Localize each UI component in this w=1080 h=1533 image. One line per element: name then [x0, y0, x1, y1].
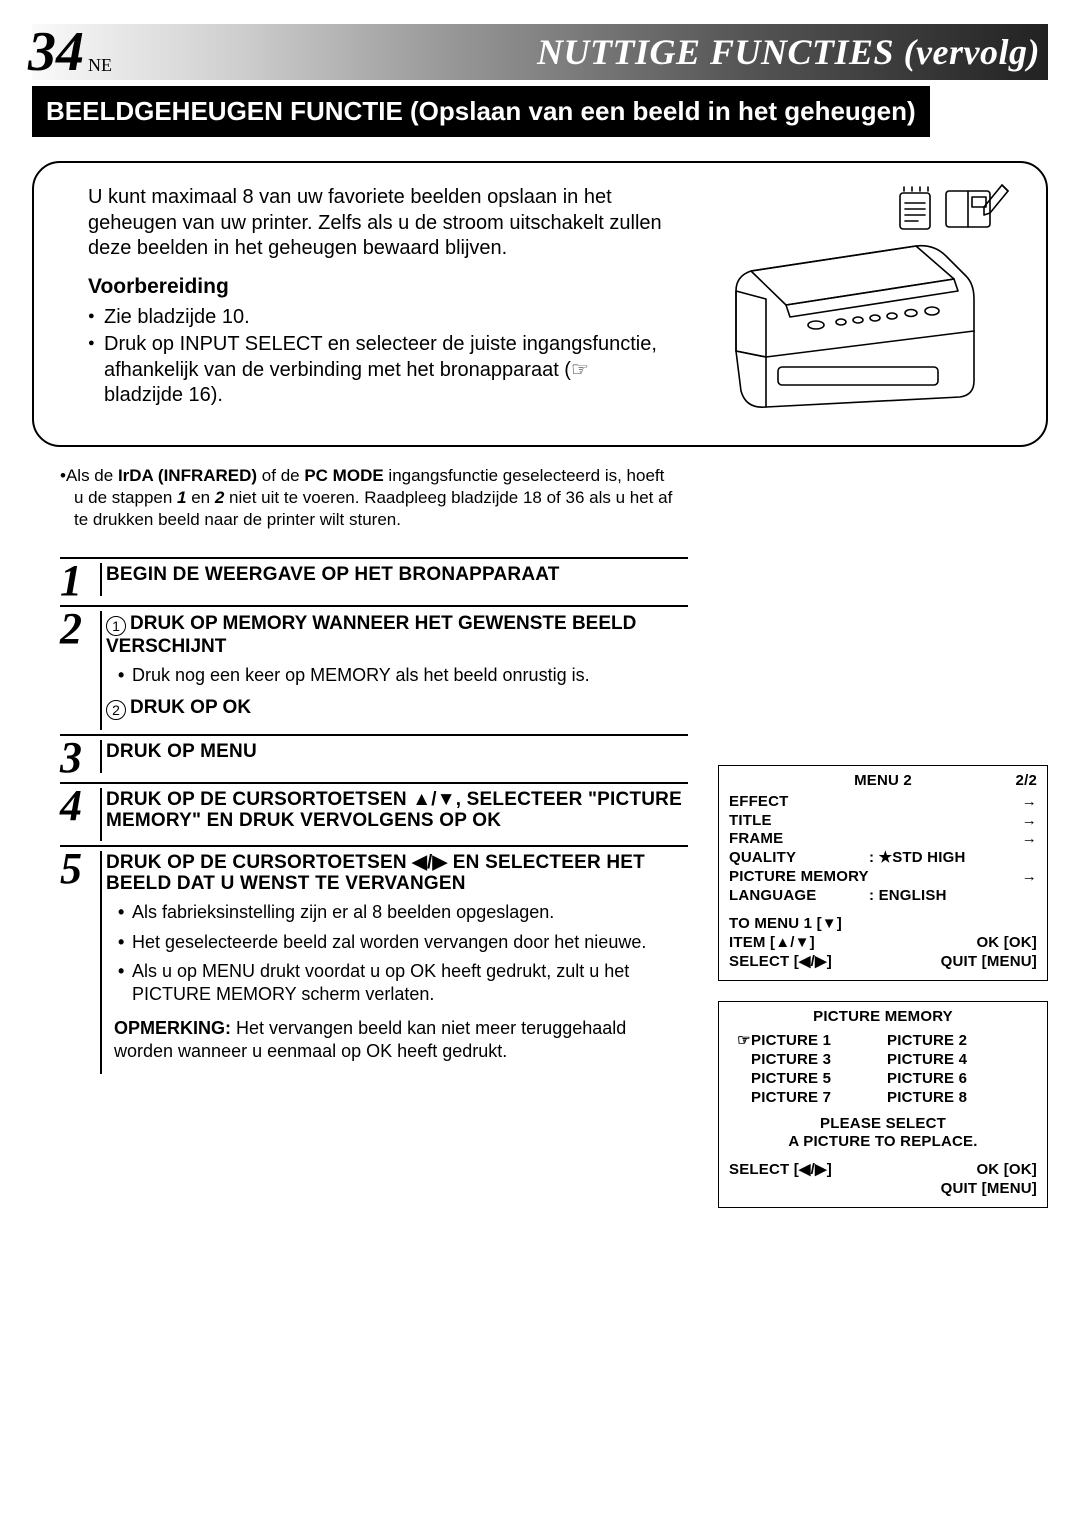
osd-value	[869, 868, 1017, 887]
step-sub-text: DRUK OP OK	[130, 697, 251, 718]
intro-list-item: Druk op INPUT SELECT en selecteer de jui…	[88, 332, 666, 409]
osd-title: PICTURE MEMORY	[729, 1008, 1037, 1027]
osd-page: 2/2	[1016, 772, 1037, 791]
arrow-icon	[1017, 849, 1037, 868]
osd-footer-text: ITEM [▲/▼]	[729, 934, 842, 953]
intro-paragraph: U kunt maximaal 8 van uw favoriete beeld…	[88, 185, 666, 262]
step-number: 2	[60, 609, 104, 649]
note-step-ref: 1	[177, 488, 186, 507]
body-side: MENU 2 2/2 EFFECT → TITLE → FRAME → QUALITY…	[718, 465, 1048, 1228]
picmem-item: PICTURE 3	[751, 1051, 831, 1068]
note-text: of de	[257, 466, 304, 485]
picmem-item: PICTURE 6	[887, 1070, 1037, 1089]
intro-text: U kunt maximaal 8 van uw favoriete beeld…	[88, 185, 666, 411]
osd-label: EFFECT	[729, 793, 869, 812]
step-sub: 1DRUK OP MEMORY WANNEER HET GEWENSTE BEE…	[106, 613, 688, 658]
note-text: en	[187, 488, 215, 507]
step: 4 DRUK OP DE CURSORTOETSEN ▲/▼, SELECTEE…	[60, 782, 688, 842]
note-step-ref: 2	[215, 488, 224, 507]
osd-picture-memory: PICTURE MEMORY ☞PICTURE 1 PICTURE 3 PICT…	[718, 1001, 1048, 1208]
step-title: DRUK OP MENU	[106, 742, 688, 763]
step-bullets: Druk nog een keer op MEMORY als het beel…	[118, 664, 688, 687]
osd-footer: SELECT [◀/▶] OK [OK] QUIT [MENU]	[729, 1161, 1037, 1199]
picmem-item: PICTURE 4	[887, 1051, 1037, 1070]
step: 2 1DRUK OP MEMORY WANNEER HET GEWENSTE B…	[60, 605, 688, 730]
osd-footer-text: QUIT [MENU]	[941, 1180, 1037, 1199]
note-lead: OPMERKING:	[114, 1018, 231, 1038]
osd-subtext: PLEASE SELECT A PICTURE TO REPLACE.	[729, 1115, 1037, 1151]
section-title: NUTTIGE FUNCTIES (vervolg)	[537, 31, 1040, 73]
osd-label: TITLE	[729, 812, 869, 831]
body-main: •Als de IrDA (INFRARED) of de PC MODE in…	[32, 465, 688, 1228]
osd-footer-text: OK [OK]	[941, 934, 1037, 953]
arrow-icon: →	[1017, 868, 1037, 887]
osd-value: : ENGLISH	[869, 887, 1017, 906]
arrow-icon: →	[1017, 830, 1037, 849]
page-number-suffix: NE	[88, 56, 112, 74]
picmem-item: PICTURE 5	[751, 1070, 831, 1087]
page-number: 34 NE	[28, 24, 112, 80]
osd-footer: TO MENU 1 [▼] ITEM [▲/▼] SELECT [◀/▶] OK…	[729, 915, 1037, 971]
osd-footer-text: TO MENU 1 [▼]	[729, 915, 842, 934]
step: 1 BEGIN DE WEERGAVE OP HET BRONAPPARAAT	[60, 557, 688, 601]
step-title: BEGIN DE WEERGAVE OP HET BRONAPPARAAT	[106, 565, 688, 586]
osd-menu-2: MENU 2 2/2 EFFECT → TITLE → FRAME → QUALITY…	[718, 765, 1048, 981]
arrow-icon: →	[1017, 812, 1037, 831]
osd-label: QUALITY	[729, 849, 869, 868]
step-bullet: Als u op MENU drukt voordat u op OK heef…	[118, 960, 688, 1007]
header-bar: 34 NE NUTTIGE FUNCTIES (vervolg)	[32, 24, 1048, 80]
osd-subtext-line: PLEASE SELECT	[729, 1115, 1037, 1133]
step-number: 1	[60, 561, 104, 601]
step-note: OPMERKING: Het vervangen beeld kan niet …	[114, 1017, 688, 1064]
picmem-item: PICTURE 7	[751, 1089, 831, 1106]
intro-list-item: Zie bladzijde 10.	[88, 305, 666, 331]
osd-value	[869, 793, 1017, 812]
intro-list: Zie bladzijde 10. Druk op INPUT SELECT e…	[88, 305, 666, 409]
step-sub-text: DRUK OP MEMORY WANNEER HET GEWENSTE BEEL…	[106, 613, 636, 657]
page-number-value: 34	[28, 24, 84, 80]
note-bold: IrDA (INFRARED)	[118, 466, 257, 485]
step-title: DRUK OP DE CURSORTOETSEN ◀/▶ EN SELECTEE…	[106, 853, 688, 895]
osd-footer-text: OK [OK]	[941, 1161, 1037, 1180]
osd-label: FRAME	[729, 830, 869, 849]
circled-number: 1	[106, 616, 126, 636]
osd-footer-text: SELECT [◀/▶]	[729, 953, 842, 972]
osd-value: : ★STD HIGH	[869, 849, 1017, 868]
osd-title: MENU 2 2/2	[729, 772, 1037, 791]
note-bold: PC MODE	[304, 466, 383, 485]
printer-illustration	[696, 181, 1016, 421]
intro-heading: Voorbereiding	[88, 274, 666, 301]
step-number: 3	[60, 738, 104, 778]
osd-title-text: MENU 2	[854, 772, 912, 789]
osd-footer-text: SELECT [◀/▶]	[729, 1161, 832, 1199]
circled-number: 2	[106, 700, 126, 720]
step-bullet: Het geselecteerde beeld zal worden verva…	[118, 931, 688, 954]
irda-note: •Als de IrDA (INFRARED) of de PC MODE in…	[60, 465, 688, 531]
osd-footer-text: QUIT [MENU]	[941, 953, 1037, 972]
picmem-item: PICTURE 8	[887, 1089, 1037, 1108]
sub-header: BEELDGEHEUGEN FUNCTIE (Opslaan van een b…	[32, 86, 930, 137]
osd-subtext-line: A PICTURE TO REPLACE.	[729, 1133, 1037, 1151]
osd-value	[869, 812, 1017, 831]
step-bullet: Als fabrieksinstelling zijn er al 8 beel…	[118, 901, 688, 924]
picmem-item: PICTURE 2	[887, 1032, 1037, 1051]
picture-memory-grid: ☞PICTURE 1 PICTURE 3 PICTURE 5 PICTURE 7…	[737, 1032, 1037, 1107]
note-text: •Als de	[60, 466, 118, 485]
arrow-icon: →	[1017, 793, 1037, 812]
step-bullet: Druk nog een keer op MEMORY als het beel…	[118, 664, 688, 687]
step-sub: 2DRUK OP OK	[106, 697, 688, 720]
step-bullets: Als fabrieksinstelling zijn er al 8 beel…	[118, 901, 688, 1007]
osd-label: PICTURE MEMORY	[729, 868, 869, 887]
intro-box: U kunt maximaal 8 van uw favoriete beeld…	[32, 161, 1048, 447]
picmem-item: PICTURE 1	[751, 1032, 831, 1049]
step: 3 DRUK OP MENU	[60, 734, 688, 778]
step: 5 DRUK OP DE CURSORTOETSEN ◀/▶ EN SELECT…	[60, 845, 688, 1073]
osd-value	[869, 830, 1017, 849]
osd-label: LANGUAGE	[729, 887, 869, 906]
step-title: DRUK OP DE CURSORTOETSEN ▲/▼, SELECTEER …	[106, 790, 688, 832]
step-number: 5	[60, 849, 104, 889]
step-number: 4	[60, 786, 104, 826]
cursor-icon: ☞	[737, 1032, 751, 1051]
arrow-icon	[1017, 887, 1037, 906]
